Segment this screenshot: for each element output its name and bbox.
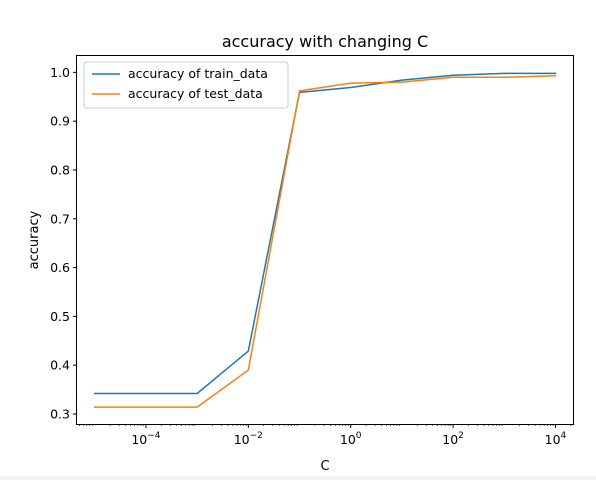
- x-tick-label: 10−4: [131, 431, 160, 447]
- series-line-train: [94, 72, 557, 395]
- x-axis-label: C: [320, 459, 329, 474]
- x-tick-label-exponent: −2: [250, 431, 263, 441]
- x-tick-label-exponent: 0: [356, 431, 362, 441]
- legend-label-test: accuracy of test_data: [128, 86, 263, 101]
- window-bottom-strip: [0, 476, 596, 480]
- x-tick-label: 100: [340, 431, 362, 447]
- series-layer: [94, 72, 557, 408]
- x-tick-label: 102: [442, 431, 464, 447]
- legend: accuracy of train_data accuracy of test_…: [83, 61, 289, 109]
- series-line-test: [94, 74, 557, 408]
- x-tick-label-base: 10: [442, 432, 458, 447]
- y-tick-label: 1.0: [50, 65, 70, 80]
- chart-title: accuracy with changing C: [222, 32, 428, 51]
- x-tick-label: 10−2: [234, 431, 263, 447]
- y-tick-label: 0.9: [50, 114, 70, 129]
- y-axis-label: accuracy: [27, 210, 42, 269]
- ticks-layer: 0.30.40.50.60.70.80.91.010−4 10−2 100 102 10…: [50, 65, 572, 447]
- y-tick-label: 0.7: [50, 211, 70, 226]
- x-tick-label-base: 10: [131, 432, 147, 447]
- x-tick-label-base: 10: [340, 432, 356, 447]
- x-tick-label-exponent: −4: [147, 431, 161, 441]
- x-tick-label-base: 10: [234, 432, 250, 447]
- x-tick-label-exponent: 2: [458, 431, 464, 441]
- legend-label-train: accuracy of train_data: [128, 66, 268, 81]
- y-tick-label: 0.4: [50, 358, 70, 373]
- y-tick-label: 0.6: [50, 260, 70, 275]
- x-tick-label-base: 10: [545, 432, 561, 447]
- plot-frame: [76, 55, 574, 425]
- legend-box: [83, 61, 289, 109]
- y-tick-label: 0.5: [50, 309, 70, 324]
- y-tick-label: 0.3: [50, 406, 70, 421]
- x-tick-label: 104: [545, 431, 567, 447]
- x-tick-label-exponent: 4: [561, 431, 567, 441]
- y-tick-label: 0.8: [50, 162, 70, 177]
